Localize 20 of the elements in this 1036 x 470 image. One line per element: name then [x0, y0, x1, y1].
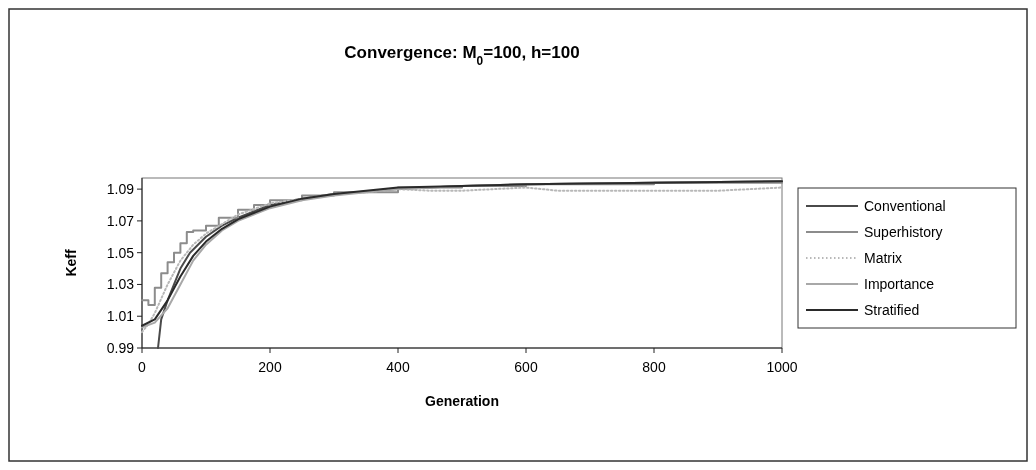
x-tick-label: 1000	[766, 359, 798, 375]
x-axis-title: Generation	[425, 393, 499, 409]
x-tick-label: 200	[258, 359, 282, 375]
chart-title: Convergence: M$_{0}$=100, h=100	[344, 43, 580, 68]
x-tick-label: 800	[642, 359, 666, 375]
y-tick-label: 1.01	[106, 308, 135, 325]
legend-label: Importance	[864, 275, 935, 292]
y-tick-label: 1.07	[106, 212, 135, 229]
legend-label: Superhistory	[864, 223, 943, 240]
legend-label: Stratified	[864, 301, 920, 318]
y-axis-title: Keff	[63, 249, 79, 277]
x-tick-label: 600	[514, 359, 538, 375]
x-tick-label: 400	[386, 359, 410, 375]
y-tick-label: 0.99	[106, 339, 135, 356]
y-tick-label: 1.03	[106, 276, 135, 293]
legend-label: Matrix	[864, 249, 903, 266]
y-tick-label: 1.09	[106, 181, 135, 198]
x-tick-label: 0	[138, 359, 147, 375]
legend-label: Conventional	[864, 197, 946, 214]
y-tick-label: 1.05	[106, 244, 135, 261]
